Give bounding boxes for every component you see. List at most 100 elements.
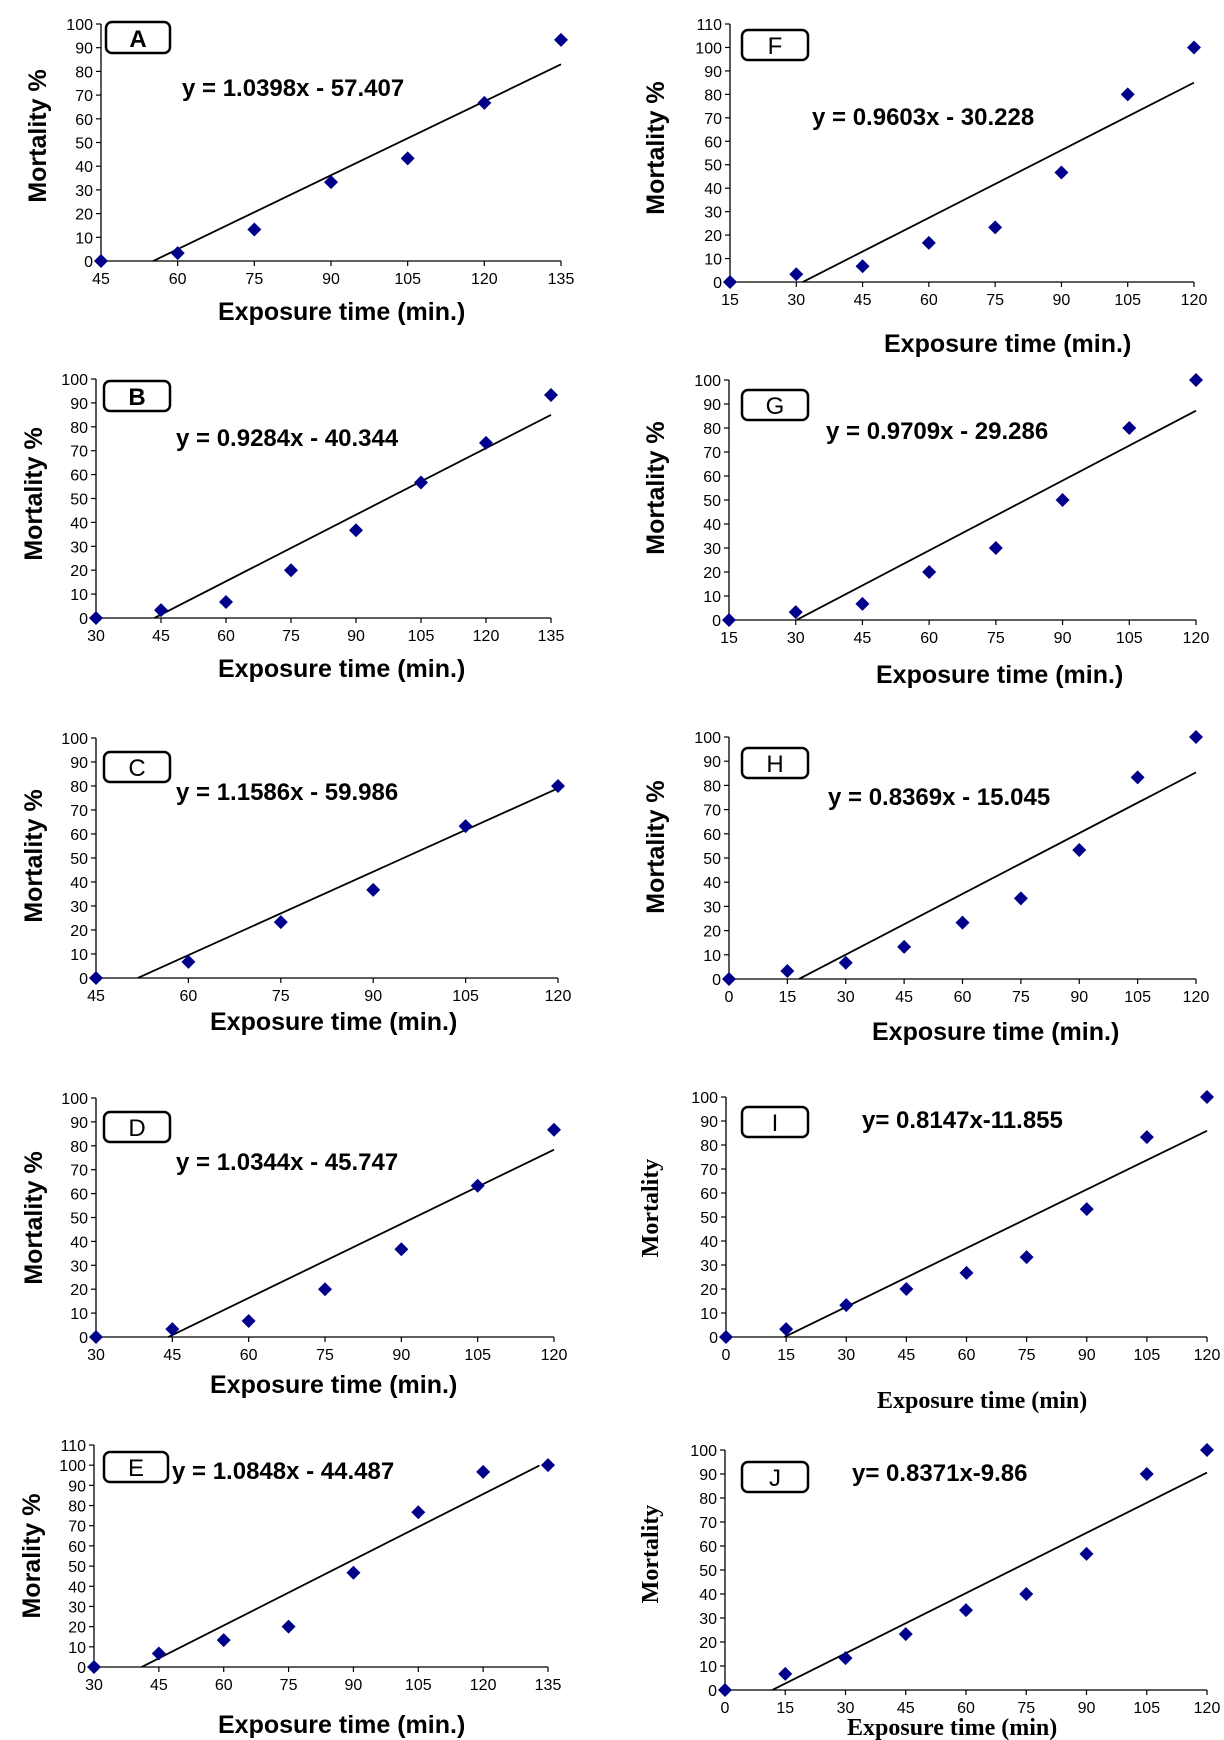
- y-axis-label: Mortality %: [20, 1151, 48, 1284]
- y-tick-label: 80: [704, 87, 722, 104]
- data-point: [89, 1330, 103, 1344]
- data-point: [1130, 770, 1145, 785]
- y-tick-label: 90: [703, 397, 721, 414]
- x-tick-label: 60: [217, 628, 235, 645]
- data-point: [181, 954, 196, 969]
- x-tick-label: 120: [471, 271, 498, 288]
- data-point: [1139, 1130, 1154, 1145]
- y-tick-label: 70: [699, 1515, 717, 1532]
- data-point: [346, 1565, 361, 1580]
- y-tick-label: 20: [703, 565, 721, 582]
- y-tick-label: 50: [70, 492, 88, 509]
- data-point: [89, 611, 103, 625]
- data-point: [1189, 373, 1203, 387]
- y-tick-label: 40: [70, 875, 88, 892]
- data-point: [479, 435, 493, 450]
- y-tick-label: 10: [70, 587, 88, 604]
- x-tick-label: 90: [322, 271, 340, 288]
- y-tick-label: 0: [708, 1683, 717, 1700]
- x-tick-label: 90: [1078, 1700, 1096, 1717]
- y-tick-label: 30: [703, 899, 721, 916]
- y-tick-label: 90: [70, 755, 88, 772]
- y-tick-label: 30: [70, 1258, 88, 1275]
- x-tick-label: 90: [1070, 989, 1088, 1006]
- x-axis-label: Exposure time (min): [847, 1715, 1057, 1740]
- y-axis-label: Mortality %: [24, 69, 52, 202]
- panel-label: J: [769, 1465, 781, 1492]
- data-point: [722, 613, 736, 627]
- panel-label: I: [772, 1110, 779, 1137]
- data-point: [988, 541, 1003, 555]
- x-tick-label: 90: [392, 1347, 410, 1364]
- y-tick-label: 30: [68, 1599, 86, 1616]
- y-tick-label: 40: [70, 515, 88, 532]
- y-tick-label: 10: [70, 1306, 88, 1323]
- data-point: [324, 175, 338, 190]
- data-point: [247, 222, 262, 237]
- x-tick-label: 105: [394, 271, 421, 288]
- y-tick-label: 70: [700, 1162, 718, 1179]
- data-point: [554, 32, 568, 47]
- panel-label: E: [128, 1455, 144, 1482]
- panel-label-box: [102, 379, 172, 413]
- data-point: [779, 1322, 794, 1337]
- y-tick-label: 30: [70, 539, 88, 556]
- x-tick-label: 120: [541, 1347, 568, 1364]
- y-axis-label: Morality %: [18, 1493, 46, 1618]
- data-point: [151, 1646, 166, 1661]
- regression-equation: y = 1.0398x - 57.407: [182, 75, 404, 102]
- y-tick-label: 70: [70, 1163, 88, 1180]
- y-tick-label: 20: [75, 207, 93, 224]
- data-point: [1187, 40, 1201, 55]
- y-tick-label: 20: [70, 563, 88, 580]
- y-tick-label: 10: [703, 589, 721, 606]
- x-tick-label: 45: [854, 292, 872, 309]
- y-tick-label: 60: [70, 1187, 88, 1204]
- y-tick-label: 100: [61, 372, 88, 389]
- trendline: [802, 81, 1195, 283]
- data-point: [898, 1627, 913, 1642]
- x-tick-label: 120: [1194, 1347, 1221, 1364]
- chart-panel-g: 0 10 20 30 40 50 60 70 80 90 100 15 30 45 60 75 90 105 120…: [642, 373, 1209, 689]
- x-tick-label: 15: [777, 1347, 795, 1364]
- data-point: [955, 915, 970, 930]
- data-point: [789, 267, 804, 282]
- y-tick-label: 20: [703, 924, 721, 941]
- x-tick-label: 105: [1124, 989, 1151, 1006]
- data-point: [411, 1505, 426, 1520]
- x-tick-label: 90: [347, 628, 365, 645]
- panel-label: B: [128, 384, 145, 411]
- y-tick-label: 70: [703, 803, 721, 820]
- data-point: [722, 972, 736, 986]
- x-tick-label: 0: [725, 989, 734, 1006]
- x-axis-label: Exposure time (min.): [876, 661, 1123, 689]
- x-tick-label: 45: [152, 628, 170, 645]
- x-tick-label: 75: [986, 292, 1004, 309]
- y-tick-label: 0: [79, 611, 88, 628]
- trendline: [796, 409, 1197, 621]
- x-tick-label: 60: [169, 271, 187, 288]
- y-tick-label: 70: [68, 1519, 86, 1536]
- y-tick-label: 30: [70, 899, 88, 916]
- data-point: [470, 1178, 485, 1193]
- y-tick-label: 0: [79, 971, 88, 988]
- data-point: [1079, 1546, 1094, 1561]
- y-tick-label: 40: [75, 159, 93, 176]
- x-tick-label: 75: [987, 630, 1005, 647]
- x-tick-label: 120: [545, 988, 572, 1005]
- y-tick-label: 40: [699, 1587, 717, 1604]
- data-point: [1139, 1467, 1154, 1481]
- panel-label-box: [740, 1105, 810, 1139]
- data-point: [778, 1666, 793, 1681]
- data-point: [780, 964, 795, 979]
- data-point: [94, 254, 108, 268]
- data-point: [788, 605, 803, 620]
- x-tick-label: 45: [163, 1347, 181, 1364]
- x-tick-label: 30: [85, 1677, 103, 1694]
- chart-panel-f: 0 10 20 30 40 50 60 70 80 90 100 110 15 30 45 60 75 90 105…: [642, 17, 1207, 358]
- data-point: [87, 1660, 101, 1674]
- data-point: [458, 819, 473, 834]
- x-tick-label: 75: [1018, 1347, 1036, 1364]
- x-tick-label: 45: [854, 630, 872, 647]
- y-tick-label: 50: [703, 851, 721, 868]
